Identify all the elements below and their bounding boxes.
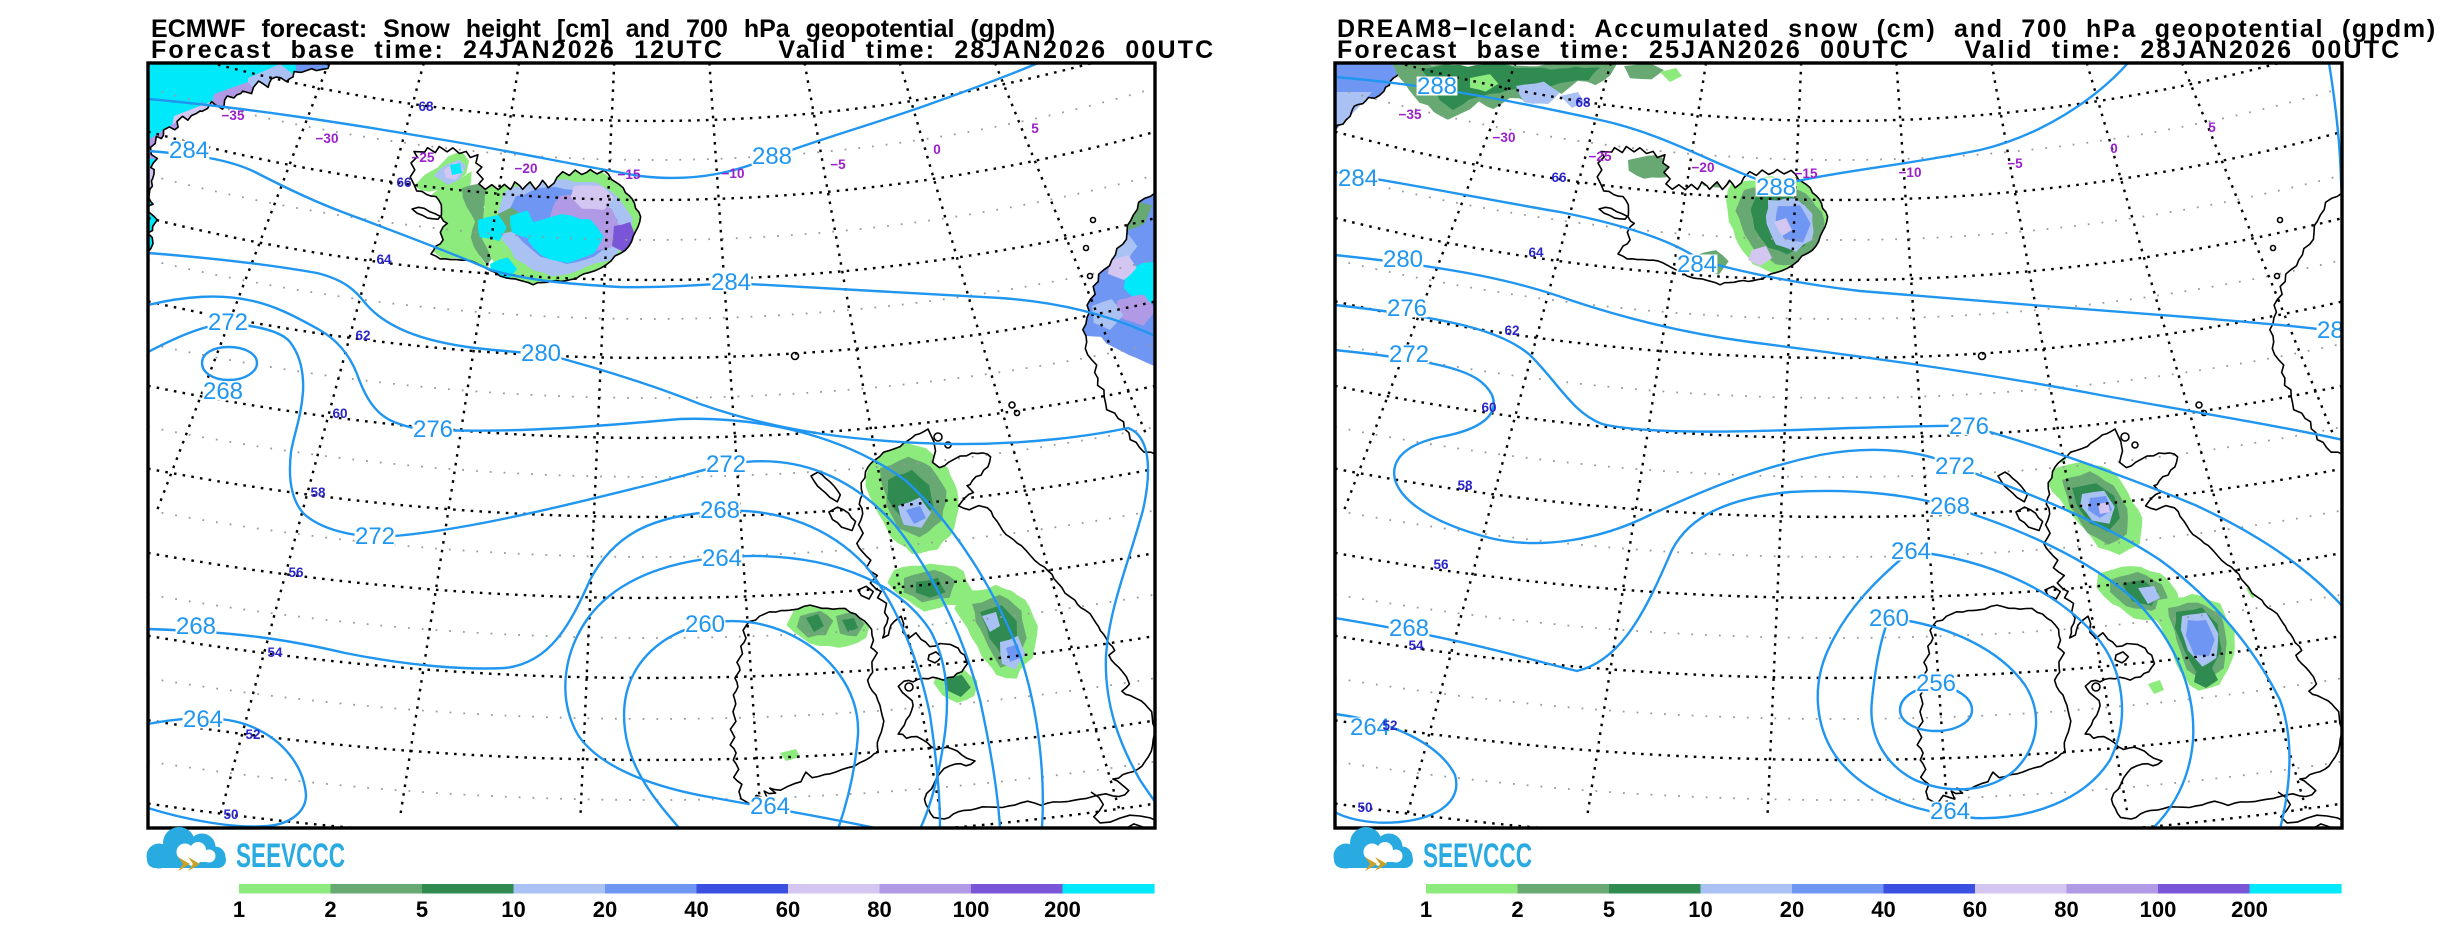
svg-text:−5: −5	[2007, 156, 2023, 171]
svg-text:200: 200	[1044, 897, 1081, 922]
svg-text:58: 58	[310, 485, 326, 500]
svg-text:−15: −15	[618, 167, 641, 182]
svg-text:280: 280	[1383, 246, 1423, 273]
svg-text:100: 100	[2140, 897, 2177, 922]
svg-text:264: 264	[750, 793, 790, 820]
svg-text:−30: −30	[1493, 130, 1516, 145]
svg-text:288: 288	[1417, 73, 1457, 100]
svg-text:SEEVCCC: SEEVCCC	[1423, 837, 1532, 875]
svg-text:60: 60	[332, 406, 347, 421]
svg-text:264: 264	[1891, 538, 1931, 565]
svg-text:276: 276	[1949, 413, 1989, 440]
svg-text:80: 80	[2054, 897, 2078, 922]
svg-text:50: 50	[223, 807, 238, 822]
svg-text:54: 54	[1408, 638, 1424, 653]
svg-text:−5: −5	[830, 157, 846, 172]
svg-text:50: 50	[1357, 800, 1372, 815]
svg-text:284: 284	[711, 269, 751, 296]
svg-text:80: 80	[867, 897, 891, 922]
svg-text:−15: −15	[1795, 166, 1818, 181]
svg-text:10: 10	[1688, 897, 1712, 922]
svg-text:5: 5	[1603, 897, 1615, 922]
svg-text:5: 5	[1031, 121, 1039, 136]
svg-text:288: 288	[2317, 317, 2357, 344]
svg-text:−20: −20	[515, 161, 538, 176]
svg-text:2: 2	[1511, 897, 1523, 922]
svg-text:288: 288	[752, 143, 792, 170]
svg-text:10: 10	[501, 897, 525, 922]
svg-text:64: 64	[376, 252, 392, 267]
svg-text:276: 276	[413, 416, 453, 443]
svg-text:52: 52	[1382, 718, 1397, 733]
svg-text:1: 1	[233, 897, 245, 922]
svg-text:−30: −30	[316, 131, 339, 146]
svg-text:284: 284	[169, 137, 209, 164]
svg-text:288: 288	[1756, 174, 1796, 201]
svg-text:264: 264	[183, 706, 223, 733]
svg-text:268: 268	[176, 613, 216, 640]
svg-text:272: 272	[706, 451, 746, 478]
svg-text:200: 200	[2231, 897, 2268, 922]
svg-text:260: 260	[685, 611, 725, 638]
svg-text:66: 66	[396, 175, 412, 190]
svg-text:0: 0	[2110, 141, 2118, 156]
svg-text:264: 264	[1930, 798, 1970, 825]
svg-text:−25: −25	[412, 150, 435, 165]
svg-text:272: 272	[208, 309, 248, 336]
svg-text:58: 58	[1457, 478, 1473, 493]
svg-text:Forecast base time: 25JAN2026: Forecast base time: 25JAN2026 00UTC Vali…	[1337, 36, 2400, 64]
svg-text:60: 60	[1963, 897, 1987, 922]
svg-text:56: 56	[288, 565, 304, 580]
svg-text:256: 256	[1916, 670, 1956, 697]
svg-text:272: 272	[1389, 341, 1429, 368]
svg-text:268: 268	[1930, 493, 1970, 520]
svg-text:20: 20	[1780, 897, 1804, 922]
svg-text:−10: −10	[722, 166, 745, 181]
svg-text:54: 54	[267, 645, 283, 660]
svg-text:SEEVCCC: SEEVCCC	[236, 837, 345, 875]
svg-text:272: 272	[1935, 453, 1975, 480]
svg-text:284: 284	[1677, 251, 1717, 278]
svg-text:−25: −25	[1589, 149, 1612, 164]
svg-text:280: 280	[521, 340, 561, 367]
svg-text:268: 268	[1389, 615, 1429, 642]
svg-text:264: 264	[702, 545, 742, 572]
svg-text:−35: −35	[1399, 107, 1422, 122]
svg-text:68: 68	[418, 99, 434, 114]
svg-text:40: 40	[1871, 897, 1895, 922]
svg-text:64: 64	[1528, 245, 1544, 260]
svg-text:284: 284	[1338, 165, 1378, 192]
svg-text:56: 56	[1433, 557, 1449, 572]
svg-text:DREAM8−Iceland: Accumulated sn: DREAM8−Iceland: Accumulated snow (cm) an…	[1337, 15, 2436, 43]
svg-text:2: 2	[324, 897, 336, 922]
svg-text:20: 20	[593, 897, 617, 922]
svg-text:60: 60	[776, 897, 800, 922]
svg-text:68: 68	[1575, 95, 1591, 110]
svg-text:268: 268	[203, 378, 243, 405]
svg-text:276: 276	[1387, 295, 1427, 322]
svg-text:Forecast base time: 24JAN2026: Forecast base time: 24JAN2026 12UTC Vali…	[151, 36, 1214, 64]
svg-text:100: 100	[953, 897, 990, 922]
svg-text:272: 272	[355, 523, 395, 550]
svg-text:ECMWF forecast: Snow height [c: ECMWF forecast: Snow height [cm] and 700…	[151, 15, 1056, 43]
svg-text:60: 60	[1481, 400, 1496, 415]
svg-text:268: 268	[700, 497, 740, 524]
svg-text:−10: −10	[1899, 165, 1922, 180]
svg-text:5: 5	[416, 897, 428, 922]
svg-text:−20: −20	[1692, 160, 1715, 175]
svg-text:66: 66	[1551, 170, 1567, 185]
svg-text:−35: −35	[222, 108, 245, 123]
svg-text:5: 5	[2208, 120, 2216, 135]
svg-text:62: 62	[1504, 323, 1519, 338]
svg-text:1: 1	[1420, 897, 1432, 922]
svg-text:264: 264	[1350, 714, 1390, 741]
svg-text:52: 52	[245, 727, 260, 742]
svg-text:40: 40	[684, 897, 708, 922]
svg-text:62: 62	[355, 328, 370, 343]
svg-text:260: 260	[1869, 605, 1909, 632]
svg-text:0: 0	[933, 142, 941, 157]
